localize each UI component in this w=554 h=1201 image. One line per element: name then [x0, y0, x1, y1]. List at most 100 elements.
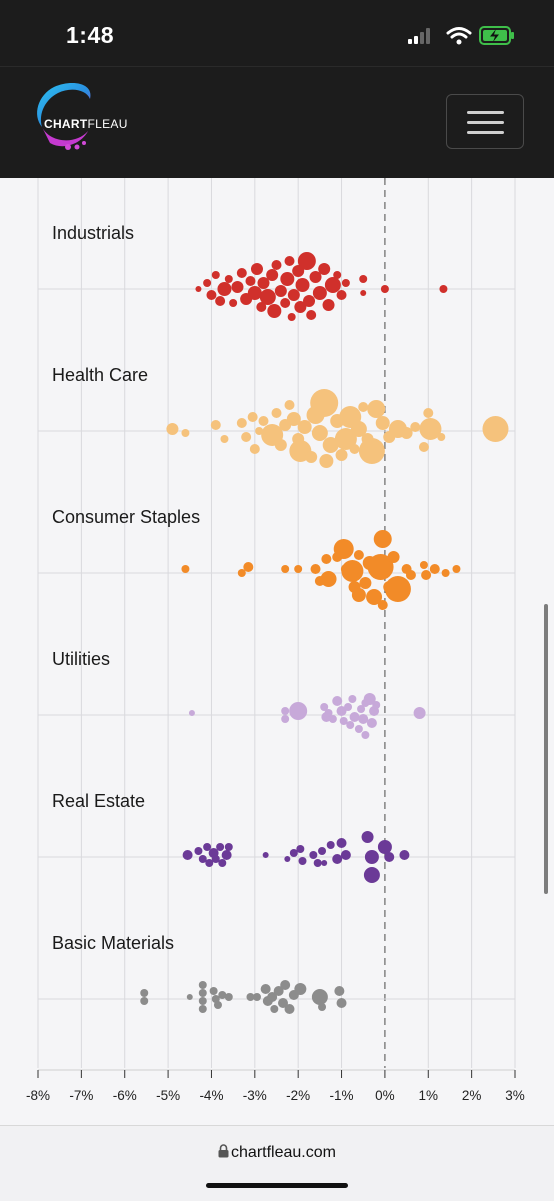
data-point[interactable]	[250, 263, 263, 275]
data-point[interactable]	[361, 831, 374, 843]
data-point[interactable]	[367, 400, 386, 418]
data-point[interactable]	[359, 577, 372, 589]
data-point[interactable]	[384, 852, 395, 862]
data-point[interactable]	[298, 857, 307, 865]
data-point[interactable]	[377, 600, 388, 610]
data-point[interactable]	[243, 562, 254, 572]
data-point[interactable]	[211, 855, 220, 863]
data-point[interactable]	[284, 400, 295, 410]
data-point[interactable]	[181, 429, 190, 437]
data-point[interactable]	[281, 707, 290, 715]
data-point[interactable]	[220, 435, 229, 443]
data-point[interactable]	[256, 302, 267, 312]
data-point[interactable]	[344, 703, 353, 711]
data-point[interactable]	[221, 850, 232, 860]
data-point[interactable]	[377, 840, 392, 854]
data-point[interactable]	[375, 416, 390, 430]
data-point[interactable]	[294, 565, 303, 573]
data-point[interactable]	[280, 298, 291, 308]
data-point[interactable]	[247, 286, 262, 300]
data-point[interactable]	[312, 286, 327, 300]
home-indicator[interactable]	[206, 1183, 348, 1188]
data-point[interactable]	[271, 408, 282, 418]
data-point[interactable]	[209, 987, 218, 995]
data-point[interactable]	[336, 290, 347, 300]
data-point[interactable]	[217, 282, 232, 296]
data-point[interactable]	[311, 989, 328, 1005]
data-point[interactable]	[419, 418, 442, 440]
data-point[interactable]	[166, 423, 179, 435]
data-point[interactable]	[318, 263, 331, 275]
data-point[interactable]	[322, 437, 339, 453]
data-point[interactable]	[280, 272, 295, 286]
data-point[interactable]	[363, 693, 376, 705]
data-point[interactable]	[255, 427, 264, 435]
data-point[interactable]	[198, 989, 207, 997]
data-point[interactable]	[194, 847, 203, 855]
data-point[interactable]	[215, 296, 226, 306]
data-point[interactable]	[246, 993, 255, 1001]
data-point[interactable]	[359, 275, 368, 283]
data-point[interactable]	[353, 550, 364, 560]
data-point[interactable]	[349, 444, 360, 454]
data-point[interactable]	[399, 850, 410, 860]
data-point[interactable]	[241, 432, 252, 442]
data-point[interactable]	[305, 451, 318, 463]
data-point[interactable]	[284, 256, 295, 266]
data-point[interactable]	[380, 285, 389, 293]
data-point[interactable]	[334, 428, 357, 450]
data-point[interactable]	[363, 867, 380, 883]
data-point[interactable]	[437, 433, 446, 441]
data-point[interactable]	[140, 989, 149, 997]
data-point[interactable]	[364, 850, 379, 864]
data-point[interactable]	[198, 981, 207, 989]
data-point[interactable]	[205, 859, 214, 867]
data-point[interactable]	[354, 725, 363, 733]
data-point[interactable]	[366, 718, 377, 728]
data-point[interactable]	[321, 860, 328, 866]
data-point[interactable]	[322, 299, 335, 311]
data-point[interactable]	[318, 1003, 327, 1011]
data-point[interactable]	[289, 849, 298, 857]
data-point[interactable]	[218, 991, 227, 999]
data-point[interactable]	[358, 714, 369, 724]
data-point[interactable]	[349, 712, 360, 722]
data-point[interactable]	[292, 265, 305, 277]
data-point[interactable]	[336, 838, 347, 848]
data-point[interactable]	[332, 854, 343, 864]
data-point[interactable]	[373, 530, 392, 548]
data-point[interactable]	[286, 412, 301, 426]
data-point[interactable]	[274, 285, 287, 297]
data-point[interactable]	[236, 268, 247, 278]
data-point[interactable]	[281, 715, 290, 723]
data-point[interactable]	[231, 281, 244, 293]
data-point[interactable]	[336, 706, 347, 716]
url-bar[interactable]: chartfleau.com	[0, 1125, 554, 1201]
data-point[interactable]	[186, 994, 193, 1000]
data-point[interactable]	[335, 449, 348, 461]
data-point[interactable]	[351, 588, 366, 602]
data-point[interactable]	[267, 304, 282, 318]
data-point[interactable]	[211, 271, 220, 279]
data-point[interactable]	[210, 420, 221, 430]
data-point[interactable]	[419, 561, 428, 569]
data-point[interactable]	[410, 422, 421, 432]
data-point[interactable]	[405, 570, 416, 580]
data-point[interactable]	[245, 276, 256, 286]
data-point[interactable]	[360, 290, 367, 296]
data-point[interactable]	[287, 313, 296, 321]
data-point[interactable]	[260, 984, 271, 994]
data-point[interactable]	[367, 554, 394, 580]
data-point[interactable]	[236, 418, 247, 428]
data-point[interactable]	[273, 986, 284, 996]
data-point[interactable]	[313, 859, 322, 867]
data-point[interactable]	[309, 271, 322, 283]
scrollbar[interactable]	[544, 604, 548, 894]
data-point[interactable]	[310, 389, 339, 417]
data-point[interactable]	[188, 710, 195, 716]
data-point[interactable]	[387, 551, 400, 563]
data-point[interactable]	[326, 841, 335, 849]
data-point[interactable]	[140, 997, 149, 1005]
data-point[interactable]	[237, 569, 246, 577]
data-point[interactable]	[297, 420, 312, 434]
